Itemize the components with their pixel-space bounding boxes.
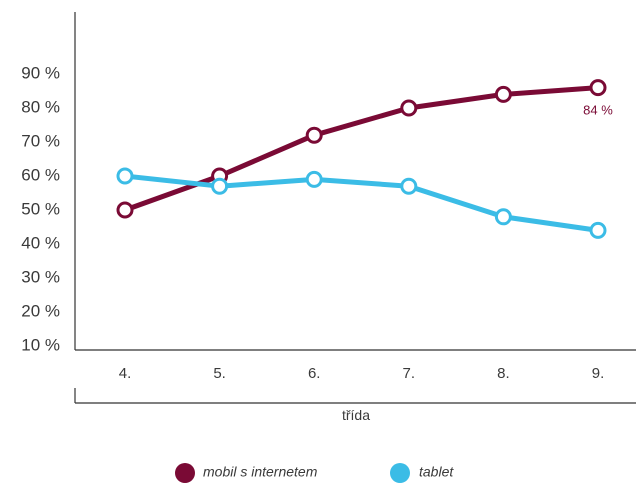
x-tick-label: 6. [308,365,321,382]
data-point [494,208,512,226]
legend: mobil s internetem tablet [175,463,454,483]
data-point [400,99,418,117]
x-axis-title: třída [342,407,370,423]
data-point [589,221,607,239]
y-tick-label: 30 % [21,267,60,286]
x-tick-label: 5. [213,365,226,382]
x-axis: 4. 5. 6. 7. 8. 9. [74,349,636,404]
legend-label: mobil s internetem [203,464,318,480]
y-tick-label: 10 % [21,335,60,354]
data-point [116,201,134,219]
series-0 [116,79,607,219]
series-line [122,85,601,213]
y-tick-label: 20 % [21,301,60,320]
data-point [589,79,607,97]
x-tick-label: 7. [403,365,416,382]
data-label: 84 % [583,103,613,118]
y-tick-label: 60 % [21,165,60,184]
y-tick-label: 90 % [21,63,60,82]
data-point [400,177,418,195]
legend-marker [390,463,410,483]
data-point [116,167,134,185]
legend-item: mobil s internetem [175,463,318,483]
data-point [211,177,229,195]
annotations: 84 % [583,103,613,118]
legend-marker [175,463,195,483]
y-tick-label: 50 % [21,199,60,218]
x-tick-label: 9. [592,365,605,382]
data-point [494,85,512,103]
series-line [122,173,601,233]
data-point [305,126,323,144]
x-tick-label: 8. [497,365,510,382]
series-lines [116,79,607,239]
y-axis: 10 % 20 % 30 % 40 % 50 % 60 % 70 % 80 % 90 % [21,12,76,354]
legend-label: tablet [419,464,454,480]
y-tick-label: 70 % [21,131,60,150]
data-point [305,170,323,188]
y-tick-label: 80 % [21,97,60,116]
series-1 [116,167,607,239]
y-tick-label: 40 % [21,233,60,252]
legend-item: tablet [390,463,454,483]
x-tick-label: 4. [119,365,132,382]
